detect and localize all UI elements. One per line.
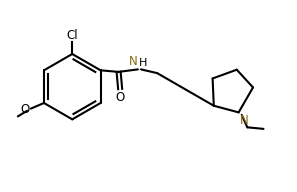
Text: O: O bbox=[116, 92, 125, 104]
Text: Cl: Cl bbox=[67, 29, 78, 42]
Text: O: O bbox=[20, 103, 30, 116]
Text: N: N bbox=[240, 114, 249, 127]
Text: N: N bbox=[129, 55, 138, 68]
Text: H: H bbox=[138, 58, 147, 68]
